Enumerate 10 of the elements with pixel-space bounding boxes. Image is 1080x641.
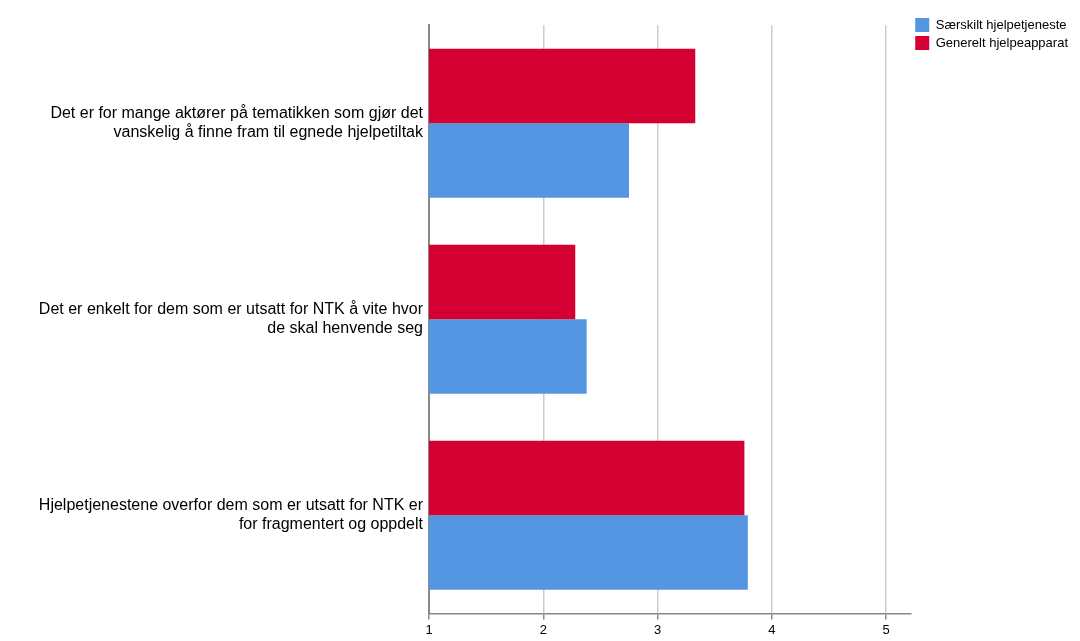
x-tick-label: 1 [425, 621, 433, 637]
x-tick-label: 4 [768, 621, 776, 637]
y-tick-label: Det er enkelt for dem som er utsatt for NTK å vite hvor de skal henvende seg [38, 300, 424, 337]
legend-label: Generelt hjelpeapparat [935, 34, 1069, 50]
x-tick-label: 3 [653, 621, 662, 637]
x-tick-label: 2 [539, 621, 547, 637]
y-tick-label: Hjelpetjenestene overfor dem som er utsatt for NTK er for fragmentert og oppdelt [38, 496, 424, 533]
x-tick-label: 5 [882, 621, 890, 637]
y-tick-label: Det er for mange aktører på tematikken som gjør det vanskelig å finne fram til egnede hjelpetiltak [50, 104, 424, 141]
legend-label: Særskilt hjelpetjeneste [935, 16, 1067, 32]
